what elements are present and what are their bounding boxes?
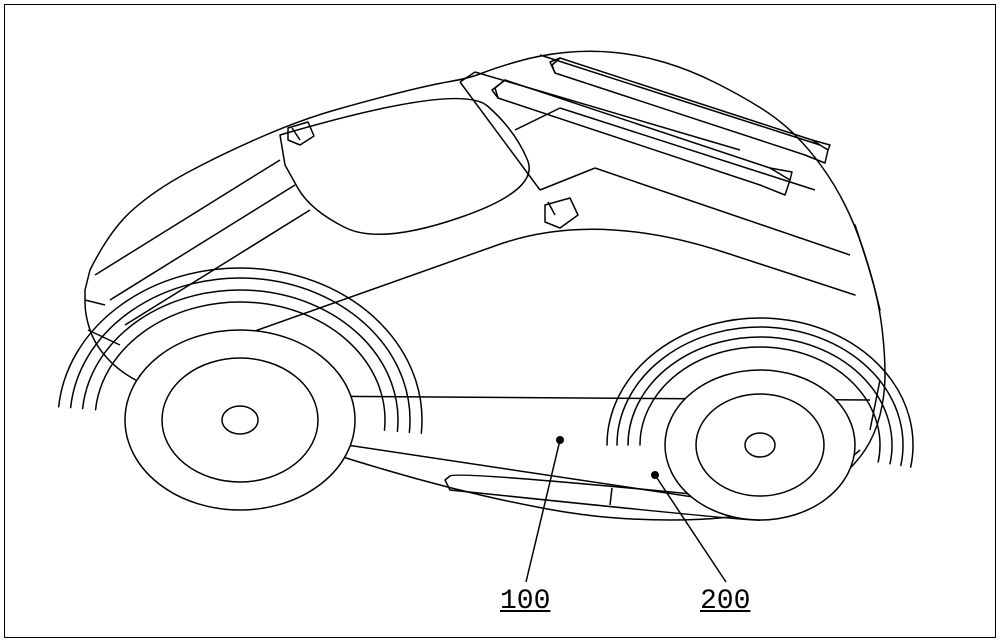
ref-label-100: 100: [500, 586, 550, 617]
vehicle-drawing: [0, 0, 1000, 642]
ref-label-100-text: 100: [500, 586, 550, 617]
ref-label-200-text: 200: [700, 586, 750, 617]
figure-container: 100 200: [0, 0, 1000, 642]
ref-label-200: 200: [700, 586, 750, 617]
